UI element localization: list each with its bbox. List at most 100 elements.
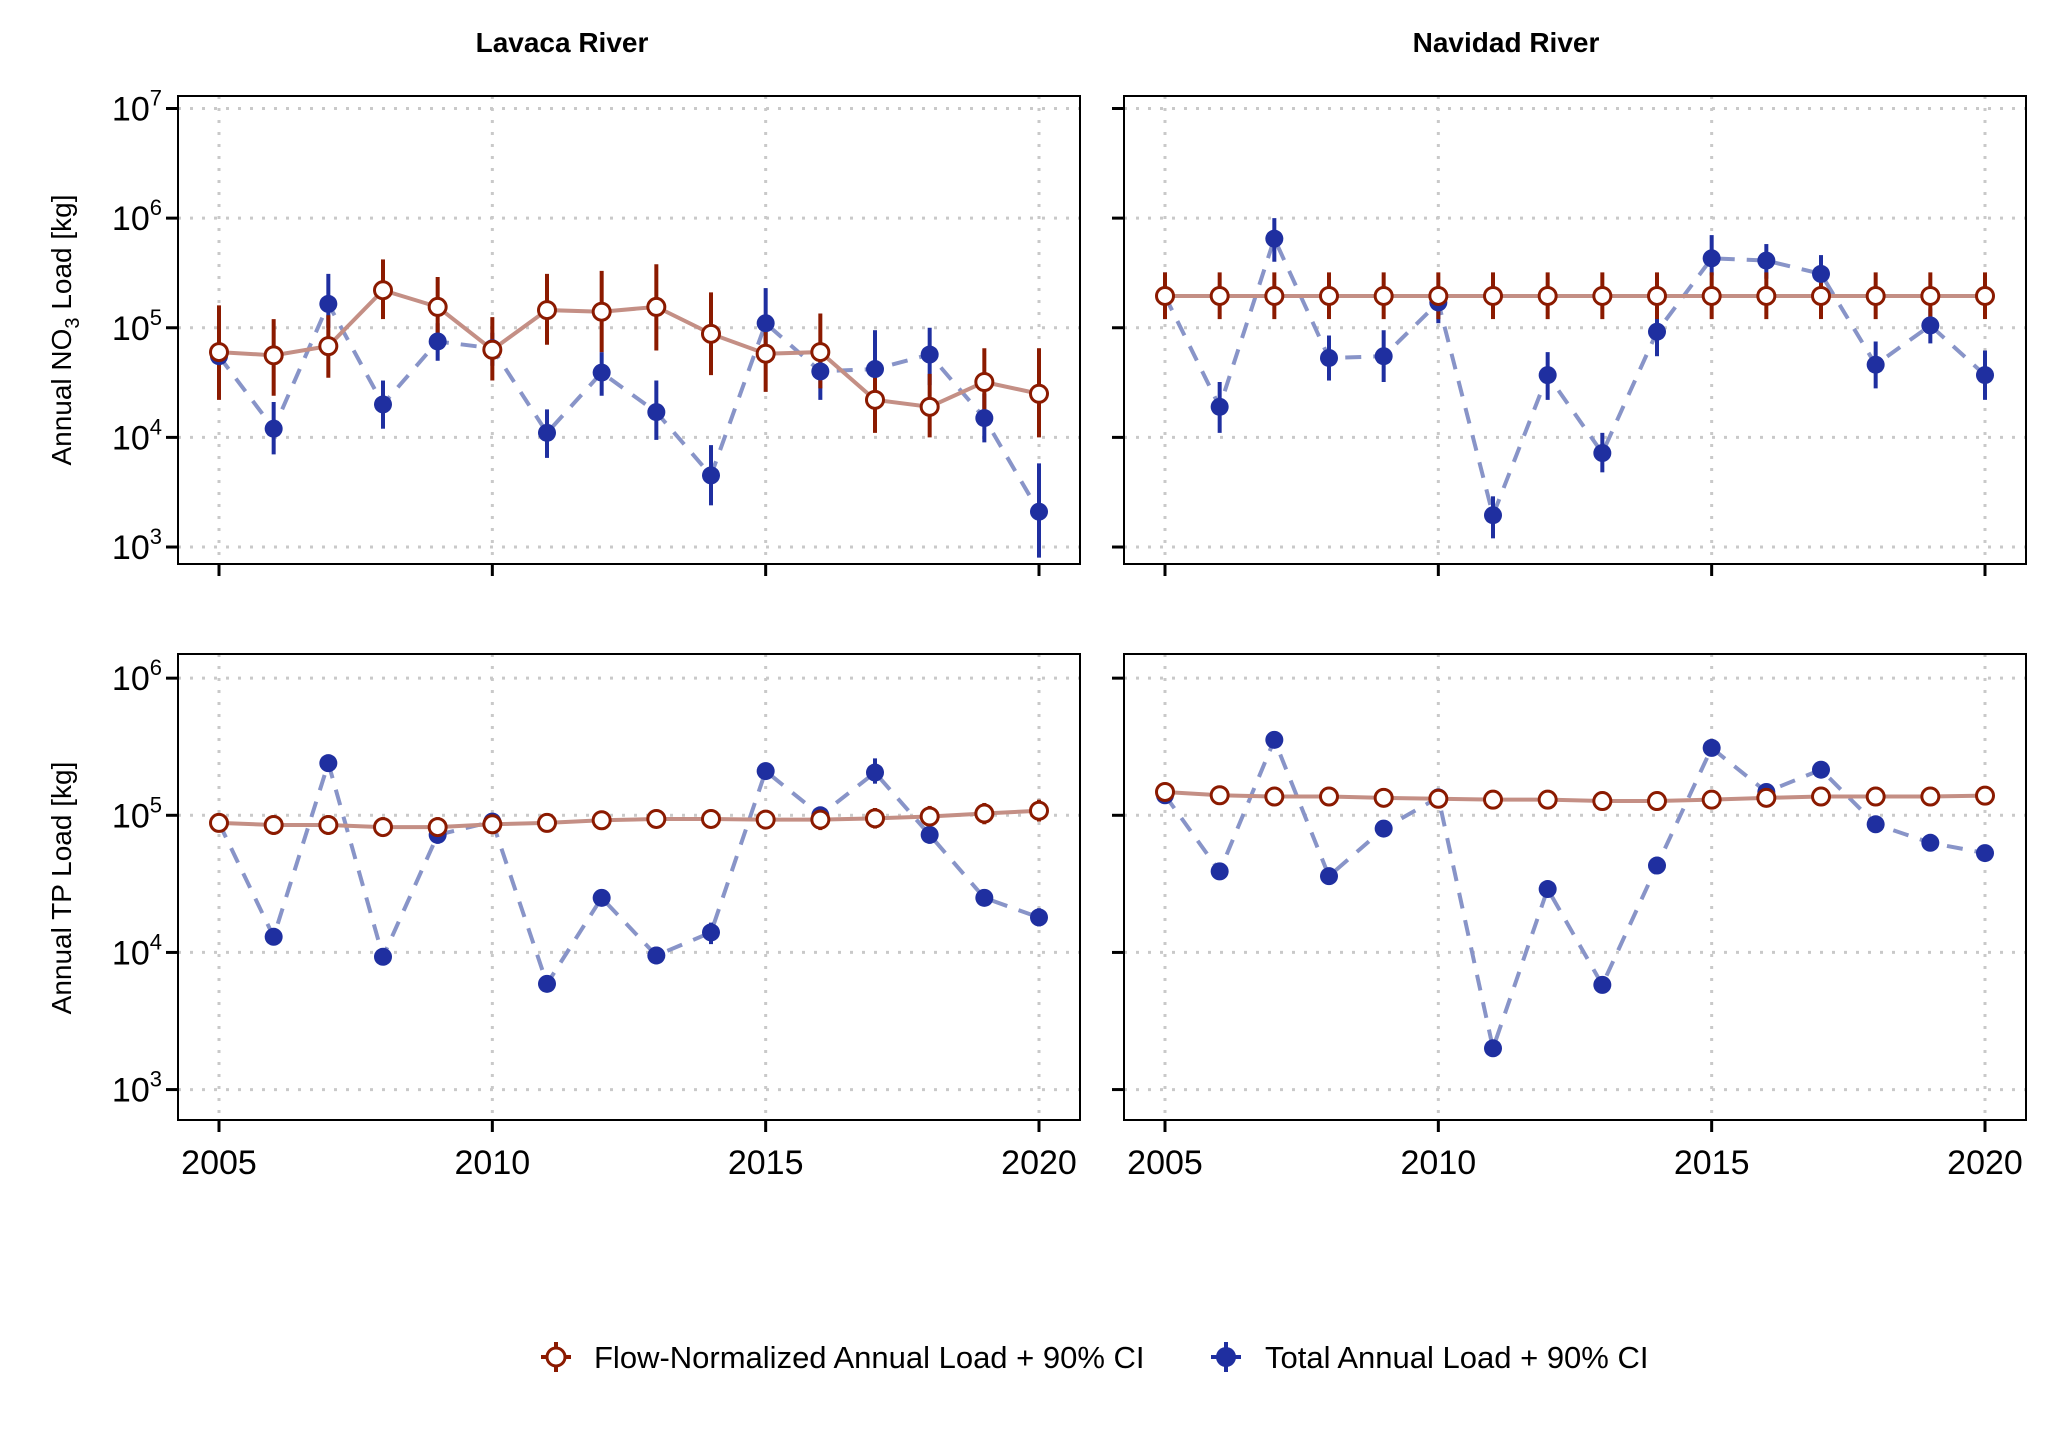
point-flow-normalized [701,808,721,829]
point-total [975,888,994,907]
point-flow-normalized [701,323,721,344]
y-tick-label: 106 [112,655,162,698]
panel-border [177,653,1081,1121]
point-total [374,395,392,414]
point-flow-normalized [591,810,612,831]
point-flow-normalized [1756,285,1777,306]
point-total [319,294,338,313]
point-total [1976,844,1994,863]
point-flow-normalized [1592,285,1613,306]
legend-label-flow-normalized: Flow-Normalized Annual Load + 90% CI [594,1340,1145,1375]
point-total [428,332,447,351]
panel-border [177,95,1081,565]
point-flow-normalized [1428,285,1449,306]
point-total [1648,856,1666,875]
point-flow-normalized [865,389,885,410]
x-tick-label: 2005 [1127,1144,1203,1182]
point-flow-normalized [1920,786,1941,807]
point-total [538,974,556,993]
point-flow-normalized [209,342,229,363]
panel-no3-lavaca-river: 103 104 105 106 107 [112,85,1081,576]
panel-tp-navidad-river: 2005 2010 2015 2020 [1112,653,2027,1182]
y-tick-label: 104 [112,414,162,457]
series-line-total [217,299,1041,513]
point-total [592,363,611,382]
point-total [264,927,283,946]
point-flow-normalized [974,372,995,393]
point-total [1538,366,1557,385]
point-flow-normalized [865,808,885,829]
point-flow-normalized [1483,285,1503,306]
point-flow-normalized [919,396,940,417]
point-flow-normalized [646,296,667,317]
y-tick-label: 104 [112,929,162,972]
point-flow-normalized [755,343,776,364]
point-flow-normalized [537,300,557,321]
point-flow-normalized [1155,781,1175,802]
point-total [702,923,720,942]
x-tick-label: 2015 [728,1144,804,1182]
y-tick-label: 105 [112,792,162,835]
point-total [1210,862,1229,881]
point-flow-normalized [1155,285,1175,306]
y-tick-label: 105 [112,305,162,348]
point-flow-normalized [1319,285,1339,306]
point-total [1538,880,1557,899]
point-flow-normalized [1811,285,1831,306]
y-tick-label: 107 [112,85,162,128]
y-tick-label: 106 [112,195,162,238]
point-flow-normalized [1319,786,1339,807]
series-line-total [1163,734,1986,1056]
point-total [866,360,884,379]
point-total [1976,366,1994,385]
point-total [1921,833,1940,852]
point-flow-normalized [1428,788,1449,809]
x-tick-label: 2010 [1401,1144,1477,1182]
point-flow-normalized [1537,285,1558,306]
point-total [1030,908,1048,927]
point-flow-normalized [482,814,503,835]
point-total [756,314,775,333]
y-axis-title-tp: Annual TP Load [kg] [46,762,77,1015]
point-total [1702,738,1721,757]
point-flow-normalized [1537,789,1558,810]
point-flow-normalized [427,296,448,317]
point-total [1702,249,1721,268]
point-flow-normalized [1756,787,1777,808]
point-flow-normalized [1264,786,1285,807]
point-total [1484,506,1502,525]
panel-border [1123,653,2027,1121]
point-total [1593,975,1612,994]
strip-title-lavaca: Lavaca River [476,27,649,58]
point-flow-normalized [1264,285,1285,306]
point-flow-normalized [1373,285,1394,306]
legend-key-flow-normalized [541,1342,571,1372]
point-flow-normalized [427,817,448,838]
point-flow-normalized [1029,383,1049,404]
point-total [756,762,775,781]
point-total [1921,316,1940,335]
point-total [866,763,884,782]
point-flow-normalized [1811,786,1831,807]
point-flow-normalized [318,336,339,357]
point-flow-normalized [482,339,503,360]
point-flow-normalized [373,817,393,838]
point-total [647,946,666,965]
point-total [1320,348,1338,367]
x-tick-label: 2020 [1001,1144,1077,1182]
point-total [920,825,939,844]
series-line-flow-normalized [218,287,1040,409]
point-flow-normalized [1975,785,1995,806]
point-total [1320,867,1338,886]
point-total [1030,502,1048,521]
legend-key-total [1211,1342,1241,1372]
point-flow-normalized [974,803,995,824]
y-axis-title-no3: Annual NO3 Load [kg] [46,194,84,465]
point-total [1210,397,1229,416]
x-tick-label: 2010 [455,1144,531,1182]
y-tick-label: 103 [112,524,162,567]
point-flow-normalized [1209,285,1230,306]
point-flow-normalized [1865,285,1886,306]
point-flow-normalized [373,280,393,301]
series-line-total [217,756,1040,989]
